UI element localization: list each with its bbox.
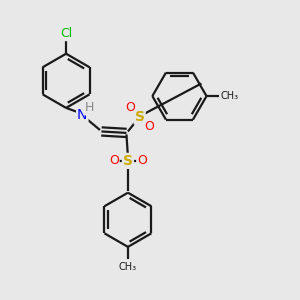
Text: O: O	[144, 120, 154, 133]
Text: S: S	[123, 154, 133, 168]
Text: CH₃: CH₃	[119, 262, 137, 272]
Text: O: O	[137, 154, 147, 167]
Text: Cl: Cl	[60, 27, 72, 40]
Text: O: O	[125, 101, 135, 114]
Text: S: S	[135, 110, 145, 124]
Text: O: O	[109, 154, 119, 167]
Text: H: H	[85, 101, 94, 114]
Text: N: N	[77, 108, 88, 122]
Text: CH₃: CH₃	[220, 91, 238, 101]
